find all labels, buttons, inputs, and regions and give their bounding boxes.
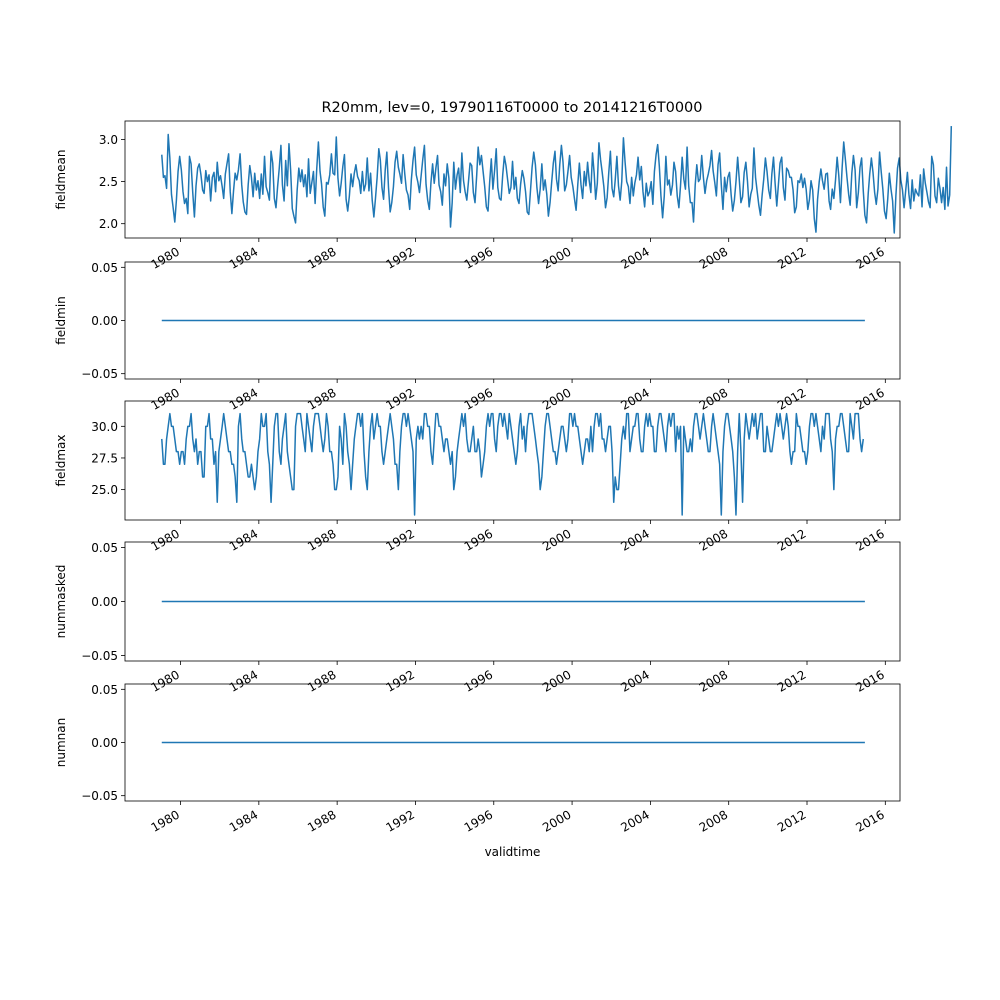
y-tick-label: −0.05 (81, 367, 118, 381)
axes-frame (124, 400, 901, 521)
y-axis-label: fieldmin (54, 296, 68, 345)
axes-frame (124, 541, 901, 662)
y-tick-label: 2.5 (99, 175, 118, 189)
axes-frame (124, 261, 901, 380)
y-tick-label: 0.05 (91, 261, 118, 275)
y-tick-label: 0.05 (91, 683, 118, 697)
series-line-fieldmean (161, 126, 953, 234)
axes-frame (124, 120, 901, 239)
y-tick-label: 2.0 (99, 217, 118, 231)
y-axis-label: numnan (54, 718, 68, 767)
y-tick-label: 30.0 (91, 420, 118, 434)
y-tick-label: 0.00 (91, 595, 118, 609)
y-tick-label: 27.5 (91, 451, 118, 465)
y-tick-label: 25.0 (91, 483, 118, 497)
y-axis-label: nummasked (54, 565, 68, 639)
axes-frame (124, 683, 901, 802)
y-tick-label: 0.05 (91, 541, 118, 555)
x-axis-label: validtime (485, 845, 541, 859)
y-tick-label: 0.00 (91, 736, 118, 750)
y-tick-label: 3.0 (99, 133, 118, 147)
y-axis-label: fieldmean (54, 150, 68, 210)
chart-title: R20mm, lev=0, 19790116T0000 to 20141216T… (321, 100, 702, 116)
y-tick-label: −0.05 (81, 649, 118, 663)
y-tick-label: 0.00 (91, 314, 118, 328)
series-line-fieldmax (161, 412, 865, 516)
y-tick-label: −0.05 (81, 789, 118, 803)
y-axis-label: fieldmax (54, 434, 68, 486)
